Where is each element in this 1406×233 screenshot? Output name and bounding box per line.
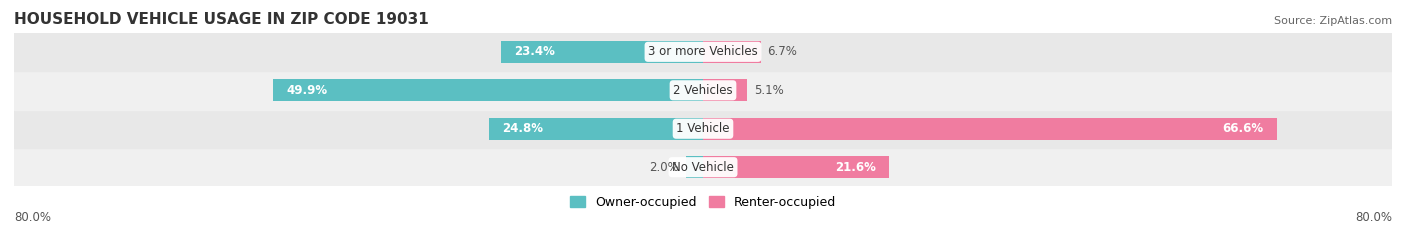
Legend: Owner-occupied, Renter-occupied: Owner-occupied, Renter-occupied (565, 191, 841, 214)
Text: No Vehicle: No Vehicle (672, 161, 734, 174)
Text: 49.9%: 49.9% (287, 84, 328, 97)
Text: 1 Vehicle: 1 Vehicle (676, 122, 730, 135)
Text: Source: ZipAtlas.com: Source: ZipAtlas.com (1274, 16, 1392, 26)
Bar (14, 110, 1392, 148)
Text: 66.6%: 66.6% (1222, 122, 1264, 135)
Text: 6.7%: 6.7% (768, 45, 797, 58)
Bar (703, 156, 889, 178)
Text: 21.6%: 21.6% (835, 161, 876, 174)
Text: 2 Vehicles: 2 Vehicles (673, 84, 733, 97)
Text: 3 or more Vehicles: 3 or more Vehicles (648, 45, 758, 58)
Text: 24.8%: 24.8% (502, 122, 543, 135)
Text: 5.1%: 5.1% (754, 84, 783, 97)
Text: HOUSEHOLD VEHICLE USAGE IN ZIP CODE 19031: HOUSEHOLD VEHICLE USAGE IN ZIP CODE 1903… (14, 12, 429, 27)
Bar (273, 79, 703, 101)
Bar (703, 118, 1277, 140)
Text: 80.0%: 80.0% (14, 211, 51, 224)
Bar (14, 33, 1392, 71)
Text: 23.4%: 23.4% (515, 45, 555, 58)
Bar (703, 41, 761, 63)
Text: 2.0%: 2.0% (650, 161, 679, 174)
Bar (686, 156, 703, 178)
Bar (14, 148, 1392, 186)
Bar (703, 79, 747, 101)
Bar (502, 41, 703, 63)
Bar (14, 71, 1392, 110)
Bar (489, 118, 703, 140)
Text: 80.0%: 80.0% (1355, 211, 1392, 224)
